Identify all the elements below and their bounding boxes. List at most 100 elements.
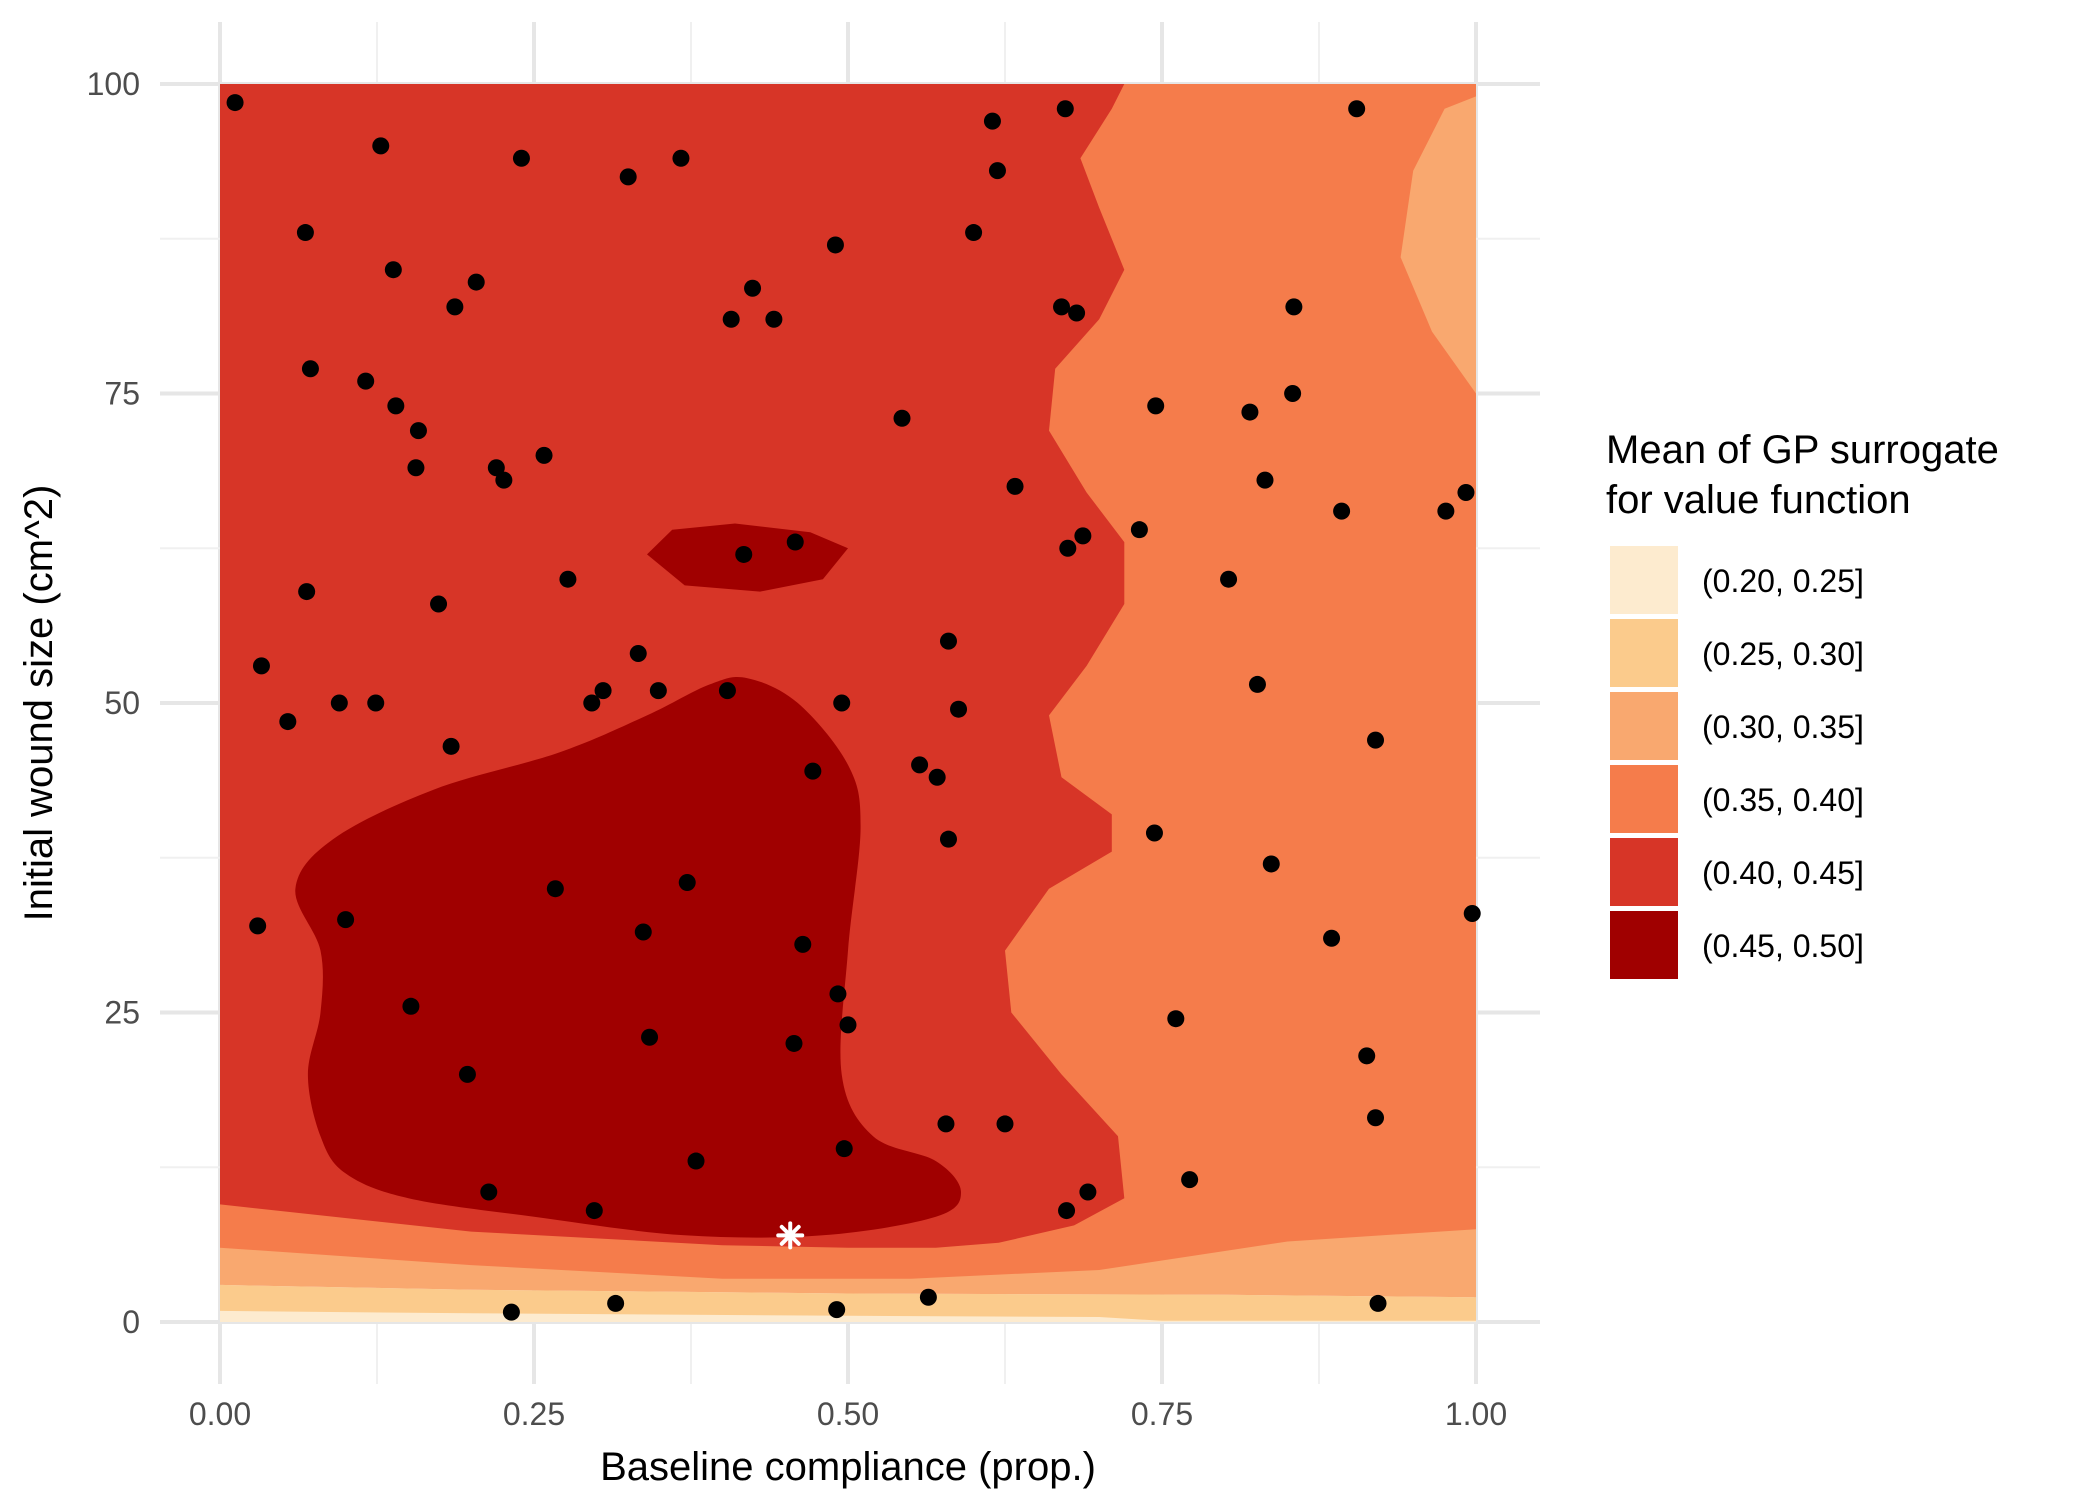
data-point [786, 533, 804, 551]
y-tick-label: 25 [104, 995, 140, 1031]
data-point [1323, 929, 1341, 947]
legend-label: (0.30, 0.35] [1702, 709, 1864, 745]
legend-title-line-2: for value function [1606, 478, 1911, 522]
data-point [950, 700, 968, 718]
data-point [226, 94, 244, 112]
data-point [996, 1115, 1014, 1133]
data-point [718, 682, 736, 700]
data-point [337, 911, 355, 929]
data-point [387, 397, 405, 415]
data-point [1367, 731, 1385, 749]
data-point [1068, 304, 1086, 322]
data-point [384, 261, 402, 279]
data-point [629, 644, 647, 662]
data-point [585, 1202, 603, 1220]
data-point [594, 682, 612, 700]
data-point [937, 1115, 955, 1133]
data-point [298, 583, 316, 601]
data-point [367, 694, 385, 712]
data-point [330, 694, 348, 712]
data-point [535, 446, 553, 464]
data-point [765, 310, 783, 328]
data-point [641, 1028, 659, 1046]
data-point [402, 997, 420, 1015]
data-point [619, 168, 637, 186]
data-point [372, 137, 390, 155]
data-point [301, 360, 319, 378]
data-point [407, 459, 425, 477]
legend-swatch [1610, 838, 1678, 906]
data-point [279, 713, 297, 731]
highlight-marker [776, 1221, 805, 1250]
data-point [480, 1183, 498, 1201]
legend-label: (0.40, 0.45] [1702, 855, 1864, 891]
data-point [835, 1140, 853, 1158]
y-axis-ticks: 0 25 50 75 100 [87, 66, 140, 1340]
data-point [678, 874, 696, 892]
data-point [296, 224, 314, 242]
data-point [1367, 1109, 1385, 1127]
data-point [1457, 484, 1475, 502]
data-point [430, 595, 448, 613]
legend-label: (0.25, 0.30] [1702, 636, 1864, 672]
data-point [252, 657, 270, 675]
data-point [502, 1303, 520, 1321]
data-point [1181, 1171, 1199, 1189]
data-point [1463, 904, 1481, 922]
data-points [226, 94, 1481, 1321]
x-axis-ticks: 0.00 0.25 0.50 0.75 1.00 [189, 1396, 1507, 1432]
data-point [634, 923, 652, 941]
data-point [1079, 1183, 1097, 1201]
legend: Mean of GP surrogate for value function … [1606, 428, 2010, 979]
y-tick-label: 75 [104, 376, 140, 412]
data-point [988, 162, 1006, 180]
data-point [1056, 100, 1074, 118]
data-point [919, 1288, 937, 1306]
data-point [1248, 675, 1266, 693]
data-point [512, 149, 530, 167]
data-point [559, 570, 577, 588]
data-point [1358, 1047, 1376, 1065]
data-point [1284, 385, 1302, 402]
data-point [1130, 521, 1148, 539]
data-point [1220, 570, 1238, 588]
data-point [1262, 855, 1280, 873]
data-point [829, 985, 847, 1003]
contour-region-0 [220, 1284, 1476, 1322]
x-axis-title: Baseline compliance (prop.) [600, 1445, 1096, 1489]
data-point [893, 409, 911, 427]
data-point [1285, 298, 1303, 316]
legend-label: (0.35, 0.40] [1702, 782, 1864, 818]
data-point [826, 236, 844, 254]
legend-swatch [1610, 619, 1678, 687]
data-point [828, 1301, 846, 1319]
data-point [1333, 502, 1351, 520]
data-point [1058, 1202, 1076, 1220]
data-point [1348, 100, 1366, 118]
data-point [649, 682, 667, 700]
data-point [1053, 298, 1071, 316]
data-point [928, 768, 946, 786]
highlight-point [776, 1221, 805, 1250]
data-point [1256, 471, 1274, 489]
data-point [1437, 502, 1455, 520]
data-point [687, 1152, 705, 1170]
data-point [1167, 1010, 1185, 1028]
data-point [442, 737, 460, 755]
legend-items: (0.20, 0.25] (0.25, 0.30] (0.30, 0.35] (0.3… [1610, 546, 1864, 979]
data-point [722, 310, 740, 328]
legend-title: Mean of GP surrogate for value function [1606, 428, 2010, 522]
data-point [839, 1016, 857, 1034]
contour-region-5 [295, 676, 961, 1238]
highlight-point-stroke [779, 1224, 801, 1246]
data-point [458, 1065, 476, 1083]
data-point [357, 372, 375, 390]
x-tick-label: 1.00 [1445, 1396, 1507, 1432]
data-point [1241, 403, 1259, 421]
data-point [495, 471, 513, 489]
data-point [583, 694, 601, 712]
legend-swatch [1610, 692, 1678, 760]
data-point [249, 917, 267, 935]
data-point [1145, 824, 1163, 842]
